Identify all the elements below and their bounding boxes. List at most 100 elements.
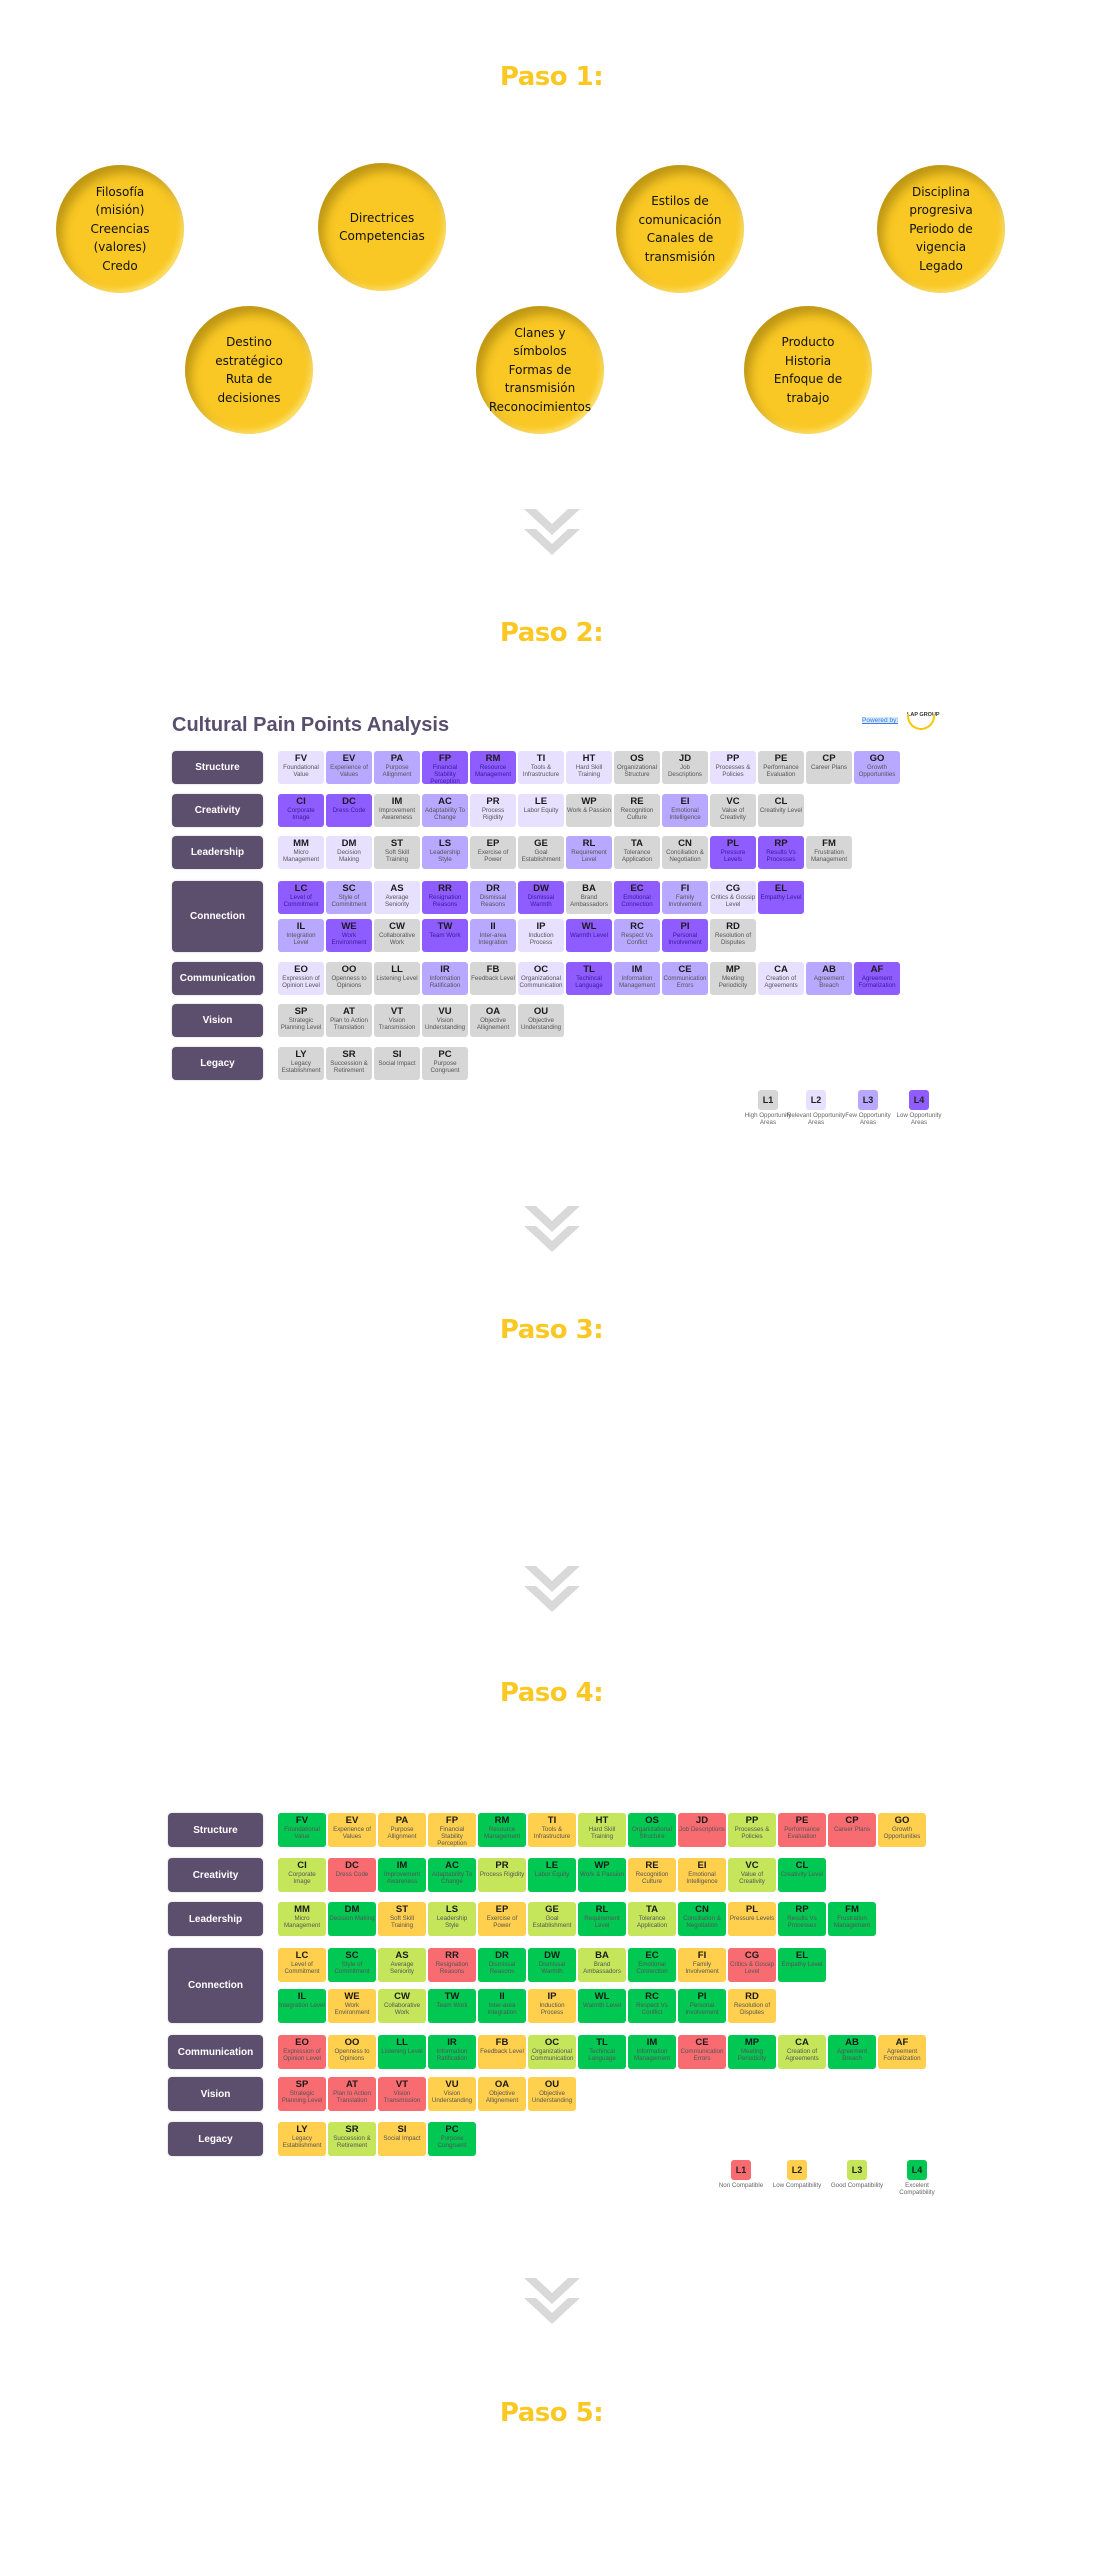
- indicator-cell[interactable]: CI Corporate Image: [278, 794, 324, 827]
- indicator-cell[interactable]: TL Techincal Language: [566, 962, 612, 995]
- indicator-cell[interactable]: SC Style of Commitment: [328, 1948, 376, 1982]
- indicator-cell[interactable]: OA Objective Allignement: [478, 2077, 526, 2111]
- indicator-cell[interactable]: EC Emotional Connection: [614, 881, 660, 914]
- indicator-cell[interactable]: MP Meeting Periodicity: [710, 962, 756, 995]
- indicator-cell[interactable]: EI Emotional Intelligence: [678, 1858, 726, 1892]
- indicator-cell[interactable]: LY Legacy Establishment: [278, 2122, 326, 2156]
- indicator-cell[interactable]: PA Purpose Allignment: [374, 751, 420, 784]
- indicator-cell[interactable]: PC Purpose Congruent: [422, 1047, 468, 1080]
- indicator-cell[interactable]: AB Agreement Breach: [806, 962, 852, 995]
- indicator-cell[interactable]: SI Social Impact: [374, 1047, 420, 1080]
- indicator-cell[interactable]: LE Labor Equity: [528, 1858, 576, 1892]
- indicator-cell[interactable]: CE Communication Errors: [678, 2035, 726, 2069]
- indicator-cell[interactable]: OS Organizational Structure: [614, 751, 660, 784]
- indicator-cell[interactable]: CG Critics & Gossip Level: [710, 881, 756, 914]
- indicator-cell[interactable]: AC Adaptability To Change: [428, 1858, 476, 1892]
- indicator-cell[interactable]: FM Frustration Management: [806, 836, 852, 869]
- indicator-cell[interactable]: IM Information Management: [628, 2035, 676, 2069]
- indicator-cell[interactable]: OA Objective Allignement: [470, 1004, 516, 1037]
- indicator-cell[interactable]: PC Purpose Congruent: [428, 2122, 476, 2156]
- indicator-cell[interactable]: CN Conciliation & Negotiation: [662, 836, 708, 869]
- indicator-cell[interactable]: FI Family Involvement: [678, 1948, 726, 1982]
- indicator-cell[interactable]: BA Brand Ambassadors: [566, 881, 612, 914]
- indicator-cell[interactable]: CW Collaborative Work: [374, 919, 420, 952]
- indicator-cell[interactable]: HT Hard Skill Training: [578, 1813, 626, 1847]
- indicator-cell[interactable]: OO Openness to Opinions: [326, 962, 372, 995]
- indicator-cell[interactable]: TW Team Work: [422, 919, 468, 952]
- indicator-cell[interactable]: MP Meeting Periodicity: [728, 2035, 776, 2069]
- indicator-cell[interactable]: AF Agreement Formalization: [878, 2035, 926, 2069]
- indicator-cell[interactable]: FV Foundational Value: [278, 751, 324, 784]
- indicator-cell[interactable]: AC Adaptability To Change: [422, 794, 468, 827]
- indicator-cell[interactable]: CA Creation of Agreements: [778, 2035, 826, 2069]
- indicator-cell[interactable]: CA Creation of Agreements: [758, 962, 804, 995]
- indicator-cell[interactable]: LC Level of Commitment: [278, 881, 324, 914]
- indicator-cell[interactable]: WL Warmth Level: [578, 1989, 626, 2023]
- indicator-cell[interactable]: FB Feedback Level: [470, 962, 516, 995]
- indicator-cell[interactable]: TI Tools & Infrastructure: [528, 1813, 576, 1847]
- indicator-cell[interactable]: WP Work & Passion: [578, 1858, 626, 1892]
- indicator-cell[interactable]: CG Critics & Gossip Level: [728, 1948, 776, 1982]
- indicator-cell[interactable]: IP Induction Process: [528, 1989, 576, 2023]
- indicator-cell[interactable]: EL Empathy Level: [758, 881, 804, 914]
- indicator-cell[interactable]: VT Vision Transmission: [374, 1004, 420, 1037]
- indicator-cell[interactable]: IM Improvement Awareness: [374, 794, 420, 827]
- indicator-cell[interactable]: RC Respect Vs Conflict: [614, 919, 660, 952]
- indicator-cell[interactable]: LL Listening Level: [374, 962, 420, 995]
- indicator-cell[interactable]: EC Emotional Connection: [628, 1948, 676, 1982]
- indicator-cell[interactable]: TI Tools & Infrastructure: [518, 751, 564, 784]
- indicator-cell[interactable]: AS Average Seniority: [374, 881, 420, 914]
- indicator-cell[interactable]: LE Labor Equity: [518, 794, 564, 827]
- indicator-cell[interactable]: VC Value of Creativity: [728, 1858, 776, 1892]
- indicator-cell[interactable]: VU Vision Understanding: [428, 2077, 476, 2111]
- indicator-cell[interactable]: CI Corporate Image: [278, 1858, 326, 1892]
- indicator-cell[interactable]: CN Conciliation & Negotiation: [678, 1902, 726, 1936]
- indicator-cell[interactable]: PP Processes & Policies: [710, 751, 756, 784]
- indicator-cell[interactable]: PL Pressure Levels: [728, 1902, 776, 1936]
- indicator-cell[interactable]: EL Empathy Level: [778, 1948, 826, 1982]
- indicator-cell[interactable]: WL Warmth Level: [566, 919, 612, 952]
- indicator-cell[interactable]: TA Tolerance Application: [614, 836, 660, 869]
- indicator-cell[interactable]: LY Legacy Establishment: [278, 1047, 324, 1080]
- indicator-cell[interactable]: GO Growth Opportunities: [878, 1813, 926, 1847]
- indicator-cell[interactable]: PI Personal Involvement: [662, 919, 708, 952]
- indicator-cell[interactable]: DM Decision Making: [326, 836, 372, 869]
- indicator-cell[interactable]: CL Creativity Level: [778, 1858, 826, 1892]
- indicator-cell[interactable]: EP Exercise of Power: [478, 1902, 526, 1936]
- indicator-cell[interactable]: IL Integration Level: [278, 1989, 326, 2023]
- indicator-cell[interactable]: VU Vision Understanding: [422, 1004, 468, 1037]
- indicator-cell[interactable]: EO Expression of Opinion Level: [278, 962, 324, 995]
- indicator-cell[interactable]: RL Requirement Level: [578, 1902, 626, 1936]
- indicator-cell[interactable]: AF Agreement Formalization: [854, 962, 900, 995]
- indicator-cell[interactable]: GO Growth Opportunities: [854, 751, 900, 784]
- indicator-cell[interactable]: DW Dismissal Warmth: [528, 1948, 576, 1982]
- indicator-cell[interactable]: EV Experience of Values: [326, 751, 372, 784]
- indicator-cell[interactable]: SR Succession & Retirement: [326, 1047, 372, 1080]
- indicator-cell[interactable]: LL Listening Level: [378, 2035, 426, 2069]
- indicator-cell[interactable]: EI Emotional Intelligence: [662, 794, 708, 827]
- indicator-cell[interactable]: WP Work & Passion: [566, 794, 612, 827]
- indicator-cell[interactable]: GE Goal Establishment: [518, 836, 564, 869]
- indicator-cell[interactable]: SP Strategic Planning Level: [278, 2077, 326, 2111]
- indicator-cell[interactable]: IR Information Ratification: [422, 962, 468, 995]
- indicator-cell[interactable]: DM Decision Making: [328, 1902, 376, 1936]
- indicator-cell[interactable]: OC Organizational Communication: [518, 962, 564, 995]
- indicator-cell[interactable]: OS Organizational Structure: [628, 1813, 676, 1847]
- indicator-cell[interactable]: IR Information Ratification: [428, 2035, 476, 2069]
- indicator-cell[interactable]: ST Soft Skill Training: [374, 836, 420, 869]
- indicator-cell[interactable]: TL Techincal Language: [578, 2035, 626, 2069]
- indicator-cell[interactable]: RE Recognition Culture: [614, 794, 660, 827]
- indicator-cell[interactable]: PA Purpose Allignment: [378, 1813, 426, 1847]
- indicator-cell[interactable]: OC Organizational Communication: [528, 2035, 576, 2069]
- indicator-cell[interactable]: RR Resignation Reasons: [428, 1948, 476, 1982]
- indicator-cell[interactable]: AT Plan to Action Translation: [326, 1004, 372, 1037]
- indicator-cell[interactable]: CP Career Plans: [806, 751, 852, 784]
- indicator-cell[interactable]: WE Work Environment: [326, 919, 372, 952]
- indicator-cell[interactable]: CW Collaborative Work: [378, 1989, 426, 2023]
- indicator-cell[interactable]: DW Dismissal Warmth: [518, 881, 564, 914]
- indicator-cell[interactable]: FP Financial Stability Perception: [428, 1813, 476, 1847]
- indicator-cell[interactable]: SR Succession & Retirement: [328, 2122, 376, 2156]
- indicator-cell[interactable]: DC Dress Code: [326, 794, 372, 827]
- indicator-cell[interactable]: MM Micro Management: [278, 836, 324, 869]
- indicator-cell[interactable]: CE Communication Errors: [662, 962, 708, 995]
